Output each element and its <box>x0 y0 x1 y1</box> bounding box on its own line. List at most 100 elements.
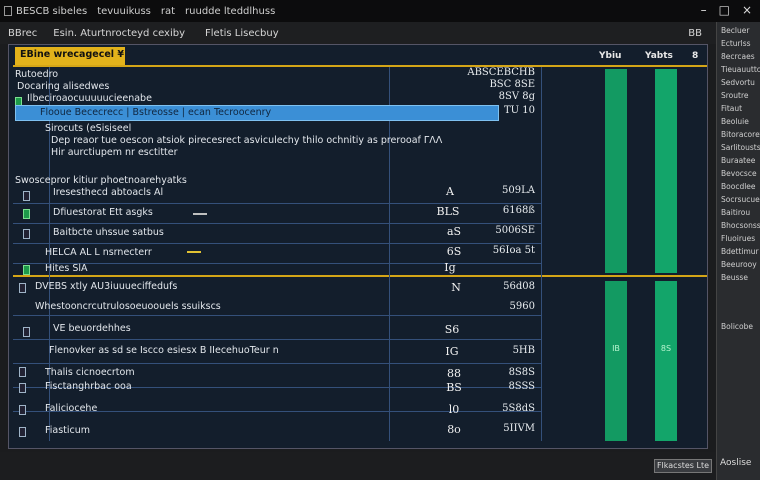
side-item[interactable]: Boocdlee <box>721 182 756 191</box>
column-header-1[interactable]: Ybiu <box>599 51 622 61</box>
table-row-symbol: BLS <box>436 205 460 218</box>
side-item[interactable]: 8ecrcaes <box>721 52 755 61</box>
side-footer: Bolicobe <box>721 322 753 331</box>
side-item[interactable]: Sroutre <box>721 91 749 100</box>
window-title-1: BESCB sibeles <box>16 5 88 17</box>
grid-row-line <box>13 243 541 244</box>
side-item[interactable]: Bevocsce <box>721 169 757 178</box>
minimize-button[interactable]: – <box>700 3 707 17</box>
grid-row-line <box>13 223 541 224</box>
main-panel: EBine wrecagecel ¥ Ybiu Yabts 8 Rutoedro… <box>8 44 708 449</box>
column-header-3[interactable]: 8 <box>692 51 699 61</box>
table-row-symbol: Ig <box>444 261 456 274</box>
selected-row[interactable]: Flooue Bececrecc | Bstreosse | ecan Tecr… <box>15 105 499 121</box>
grid-row-line <box>13 411 541 412</box>
status-bar-column: IB <box>605 281 627 441</box>
window-title-2: tevuuikuss <box>97 5 151 17</box>
side-item[interactable]: Fitaut <box>721 104 743 113</box>
side-item[interactable]: Socrsucues <box>721 195 760 204</box>
window-controls: – □ × <box>701 3 752 17</box>
table-row-value: 6168ß <box>502 205 535 216</box>
table-row-label[interactable]: Thalis cicnoecrtom <box>45 367 135 378</box>
grid-row-line <box>13 387 541 388</box>
table-row-value: 5960 <box>509 301 535 312</box>
menu-item-3[interactable]: Fletis Lisecbuy <box>205 27 279 39</box>
table-row-symbol: N <box>451 281 461 294</box>
table-row-value: 8S8S <box>508 367 535 378</box>
status-bar-column <box>605 69 627 273</box>
side-item[interactable]: Becluer <box>721 26 750 35</box>
grid-column-line <box>389 67 390 441</box>
maximize-button[interactable]: □ <box>718 3 730 17</box>
table-row-value: 509LA <box>502 185 535 196</box>
row-icon <box>23 191 30 201</box>
table-row-label[interactable]: Whestooncrcutrulosoeuoouels ssuikscs <box>35 301 221 312</box>
header-value: ABSCEBCHB <box>467 67 535 78</box>
bar-label: 8S <box>660 344 672 353</box>
grid-column-line <box>49 67 50 441</box>
status-bar-column: 8S <box>655 281 677 441</box>
tree-item[interactable]: Ilbeciroaocuuuuucieenabe <box>27 93 152 104</box>
table-row-label[interactable]: Faliciocehe <box>45 403 98 414</box>
status-bar-column <box>655 69 677 273</box>
side-item[interactable]: Beusse <box>721 273 748 282</box>
side-item[interactable]: Bhocsonss <box>721 221 760 230</box>
grid-row-line <box>13 363 541 364</box>
side-item[interactable]: Beoluie <box>721 117 749 126</box>
grid-row-line <box>13 339 541 340</box>
table-row-symbol: 6S <box>446 245 462 258</box>
table-row-label[interactable]: Hites SlA <box>45 263 88 274</box>
side-item[interactable]: Ecturlss <box>721 39 751 48</box>
table-row-label[interactable]: Baitbcte uhssue satbus <box>53 227 164 238</box>
menu-item-1[interactable]: BBrec <box>8 27 38 39</box>
table-row-label[interactable]: Dfiuestorat Ett asgks <box>53 207 153 218</box>
row-icon <box>23 229 30 239</box>
side-item[interactable]: Beeurooy <box>721 260 757 269</box>
side-item[interactable]: Fluoirues <box>721 234 756 243</box>
menu-bar: BBrec Esin. Aturtnrocteyd cexiby Fletis … <box>0 22 716 44</box>
title-bar: BESCB sibeles tevuuikuss rat ruudde lted… <box>0 0 760 22</box>
side-item[interactable]: Bitoracoretsst <box>721 130 760 139</box>
side-item[interactable]: Sedvortu <box>721 78 755 87</box>
close-button[interactable]: × <box>741 3 752 17</box>
table-row-label[interactable]: HELCA AL L nsrnecterr <box>45 247 152 258</box>
row-icon <box>19 367 26 377</box>
side-item[interactable]: Sarlitoustsoehe <box>721 143 760 152</box>
menu-right[interactable]: BB <box>688 27 702 39</box>
menu-item-2[interactable]: Esin. Aturtnrocteyd cexiby <box>53 27 186 39</box>
table-row-symbol: IG <box>445 345 459 358</box>
tree-item[interactable]: Docaring alisedwes <box>17 81 110 92</box>
table-row-symbol: S6 <box>444 323 460 336</box>
table-row-label[interactable]: Fisctanghrbac ooa <box>45 381 132 392</box>
header-value-3: 8SV 8g <box>498 91 535 102</box>
table-row-label[interactable]: Iresesthecd abtoacls Al <box>53 187 164 198</box>
side-item[interactable]: Baitirou <box>721 208 751 217</box>
table-row-label[interactable]: Flenovker as sd se Iscco esiesx B IIeceh… <box>49 345 279 356</box>
bar-label: IB <box>612 344 620 353</box>
window-title-4: ruudde lteddlhuss <box>185 5 276 17</box>
table-row-label[interactable]: Fiasticum <box>45 425 91 436</box>
window-title-3: rat <box>160 5 176 17</box>
table-row-symbol: A <box>446 185 454 198</box>
description-line: Hir aurctiupem nr esctitter <box>51 147 178 158</box>
status-button[interactable]: Flkacstes Lte <box>654 459 712 473</box>
header-divider <box>13 65 707 67</box>
data-grid <box>13 67 545 441</box>
table-row-value: 5IIVM <box>503 423 535 434</box>
context-tab[interactable]: EBine wrecagecel ¥ <box>15 47 125 65</box>
column-header-2[interactable]: Yabts <box>645 51 673 61</box>
table-row-value: 8SSS <box>508 381 535 392</box>
section-divider <box>13 275 707 277</box>
app-icon <box>4 6 12 16</box>
dash-mark <box>193 213 207 215</box>
side-item[interactable]: Tieuauuttcy <box>721 65 760 74</box>
dash-mark <box>187 251 201 253</box>
table-row-value: 56Ioa 5t <box>492 245 535 256</box>
table-row-value: 5HB <box>512 345 535 356</box>
footer-right-label: Aoslise <box>720 458 752 468</box>
side-item[interactable]: Buraatee <box>721 156 756 165</box>
side-item[interactable]: Bdettimur <box>721 247 759 256</box>
tree-item[interactable]: Rutoedro <box>15 69 59 80</box>
section-heading: Swoscepror kitiur phoetnoarehyatks <box>15 175 187 186</box>
table-row-label[interactable]: VE beuordehhes <box>53 323 131 334</box>
